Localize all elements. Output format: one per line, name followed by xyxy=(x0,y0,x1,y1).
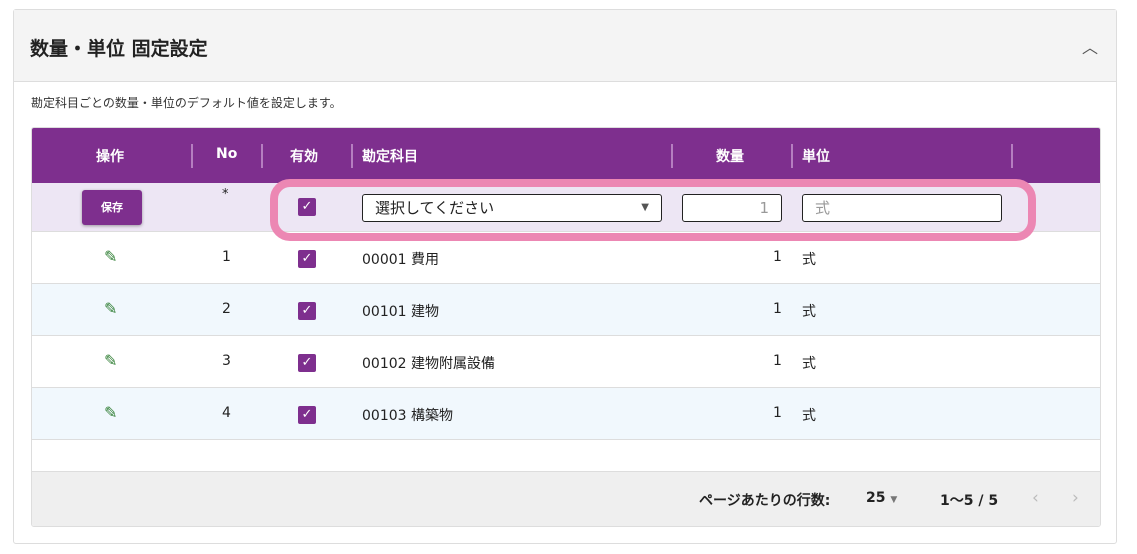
row-unit: 式 xyxy=(802,252,816,268)
rows-per-page-value: 25 xyxy=(866,490,886,506)
panel-header[interactable]: 数量・単位 固定設定 ︿ xyxy=(14,10,1116,82)
enabled-checkbox[interactable]: ✓ xyxy=(298,354,316,372)
table-row: ✎ 3 ✓ 00102 建物附属設備 1 式 xyxy=(32,336,1100,388)
enabled-checkbox[interactable]: ✓ xyxy=(298,406,316,424)
table-row: ✎ 4 ✓ 00103 構築物 1 式 xyxy=(32,388,1100,440)
column-resize-handle[interactable] xyxy=(1011,144,1013,168)
edit-pencil-icon[interactable]: ✎ xyxy=(104,403,118,422)
row-no: 4 xyxy=(222,405,231,421)
row-account: 00102 建物附属設備 xyxy=(362,356,495,372)
edit-pencil-icon[interactable]: ✎ xyxy=(104,299,118,318)
column-resize-handle[interactable] xyxy=(671,144,673,168)
column-resize-handle[interactable] xyxy=(791,144,793,168)
row-no: 1 xyxy=(222,249,231,265)
row-account: 00101 建物 xyxy=(362,304,439,320)
unit-input[interactable]: 式 xyxy=(802,194,1002,222)
column-header-account: 勘定科目 xyxy=(362,149,418,165)
new-entry-row: 保存 * ✓ 選択してください ▼ 1 式 xyxy=(32,183,1100,232)
account-select[interactable]: 選択してください ▼ xyxy=(362,194,662,222)
chevron-right-icon[interactable]: › xyxy=(1072,488,1079,508)
new-row-no: * xyxy=(222,187,229,202)
panel-description: 勘定科目ごとの数量・単位のデフォルト値を設定します。 xyxy=(31,96,342,110)
edit-pencil-icon[interactable]: ✎ xyxy=(104,351,118,370)
column-header-quantity: 数量 xyxy=(716,149,744,165)
table-header: 操作 No 有効 勘定科目 数量 単位 xyxy=(32,128,1100,183)
column-resize-handle[interactable] xyxy=(261,144,263,168)
caret-down-icon: ▼ xyxy=(890,495,898,505)
column-header-enabled: 有効 xyxy=(290,149,318,165)
rows-per-page-label: ページあたりの行数: xyxy=(699,493,831,509)
row-account: 00103 構築物 xyxy=(362,408,453,424)
table-row: ✎ 1 ✓ 00001 費用 1 式 xyxy=(32,232,1100,284)
row-unit: 式 xyxy=(802,356,816,372)
row-no: 2 xyxy=(222,301,231,317)
row-no: 3 xyxy=(222,353,231,369)
row-quantity: 1 xyxy=(773,249,782,265)
column-header-actions: 操作 xyxy=(96,149,124,165)
data-table: 操作 No 有効 勘定科目 数量 単位 保存 * ✓ 選択してください ▼ 1 … xyxy=(31,127,1101,527)
save-button[interactable]: 保存 xyxy=(82,190,142,225)
rows-per-page-select[interactable]: 25 ▼ xyxy=(866,490,897,506)
pagination-bar: ページあたりの行数: 25 ▼ 1〜5 / 5 ‹ › xyxy=(32,471,1100,526)
row-unit: 式 xyxy=(802,304,816,320)
account-select-value: 選択してください xyxy=(375,199,495,217)
settings-panel: 数量・単位 固定設定 ︿ 勘定科目ごとの数量・単位のデフォルト値を設定します。 … xyxy=(13,9,1117,544)
column-resize-handle[interactable] xyxy=(191,144,193,168)
quantity-input[interactable]: 1 xyxy=(682,194,782,222)
column-header-unit: 単位 xyxy=(802,149,830,165)
panel-title: 数量・単位 固定設定 xyxy=(30,38,208,60)
row-quantity: 1 xyxy=(773,301,782,317)
page-range: 1〜5 / 5 xyxy=(940,493,999,509)
edit-pencil-icon[interactable]: ✎ xyxy=(104,247,118,266)
caret-down-icon: ▼ xyxy=(641,202,649,213)
enabled-checkbox[interactable]: ✓ xyxy=(298,250,316,268)
chevron-up-icon[interactable]: ︿ xyxy=(1081,38,1098,57)
enabled-checkbox[interactable]: ✓ xyxy=(298,302,316,320)
table-row: ✎ 2 ✓ 00101 建物 1 式 xyxy=(32,284,1100,336)
column-header-no: No xyxy=(216,146,238,162)
enabled-checkbox[interactable]: ✓ xyxy=(298,198,316,216)
column-resize-handle[interactable] xyxy=(351,144,353,168)
row-unit: 式 xyxy=(802,408,816,424)
row-account: 00001 費用 xyxy=(362,252,439,268)
row-quantity: 1 xyxy=(773,353,782,369)
chevron-left-icon[interactable]: ‹ xyxy=(1032,488,1039,508)
row-quantity: 1 xyxy=(773,405,782,421)
